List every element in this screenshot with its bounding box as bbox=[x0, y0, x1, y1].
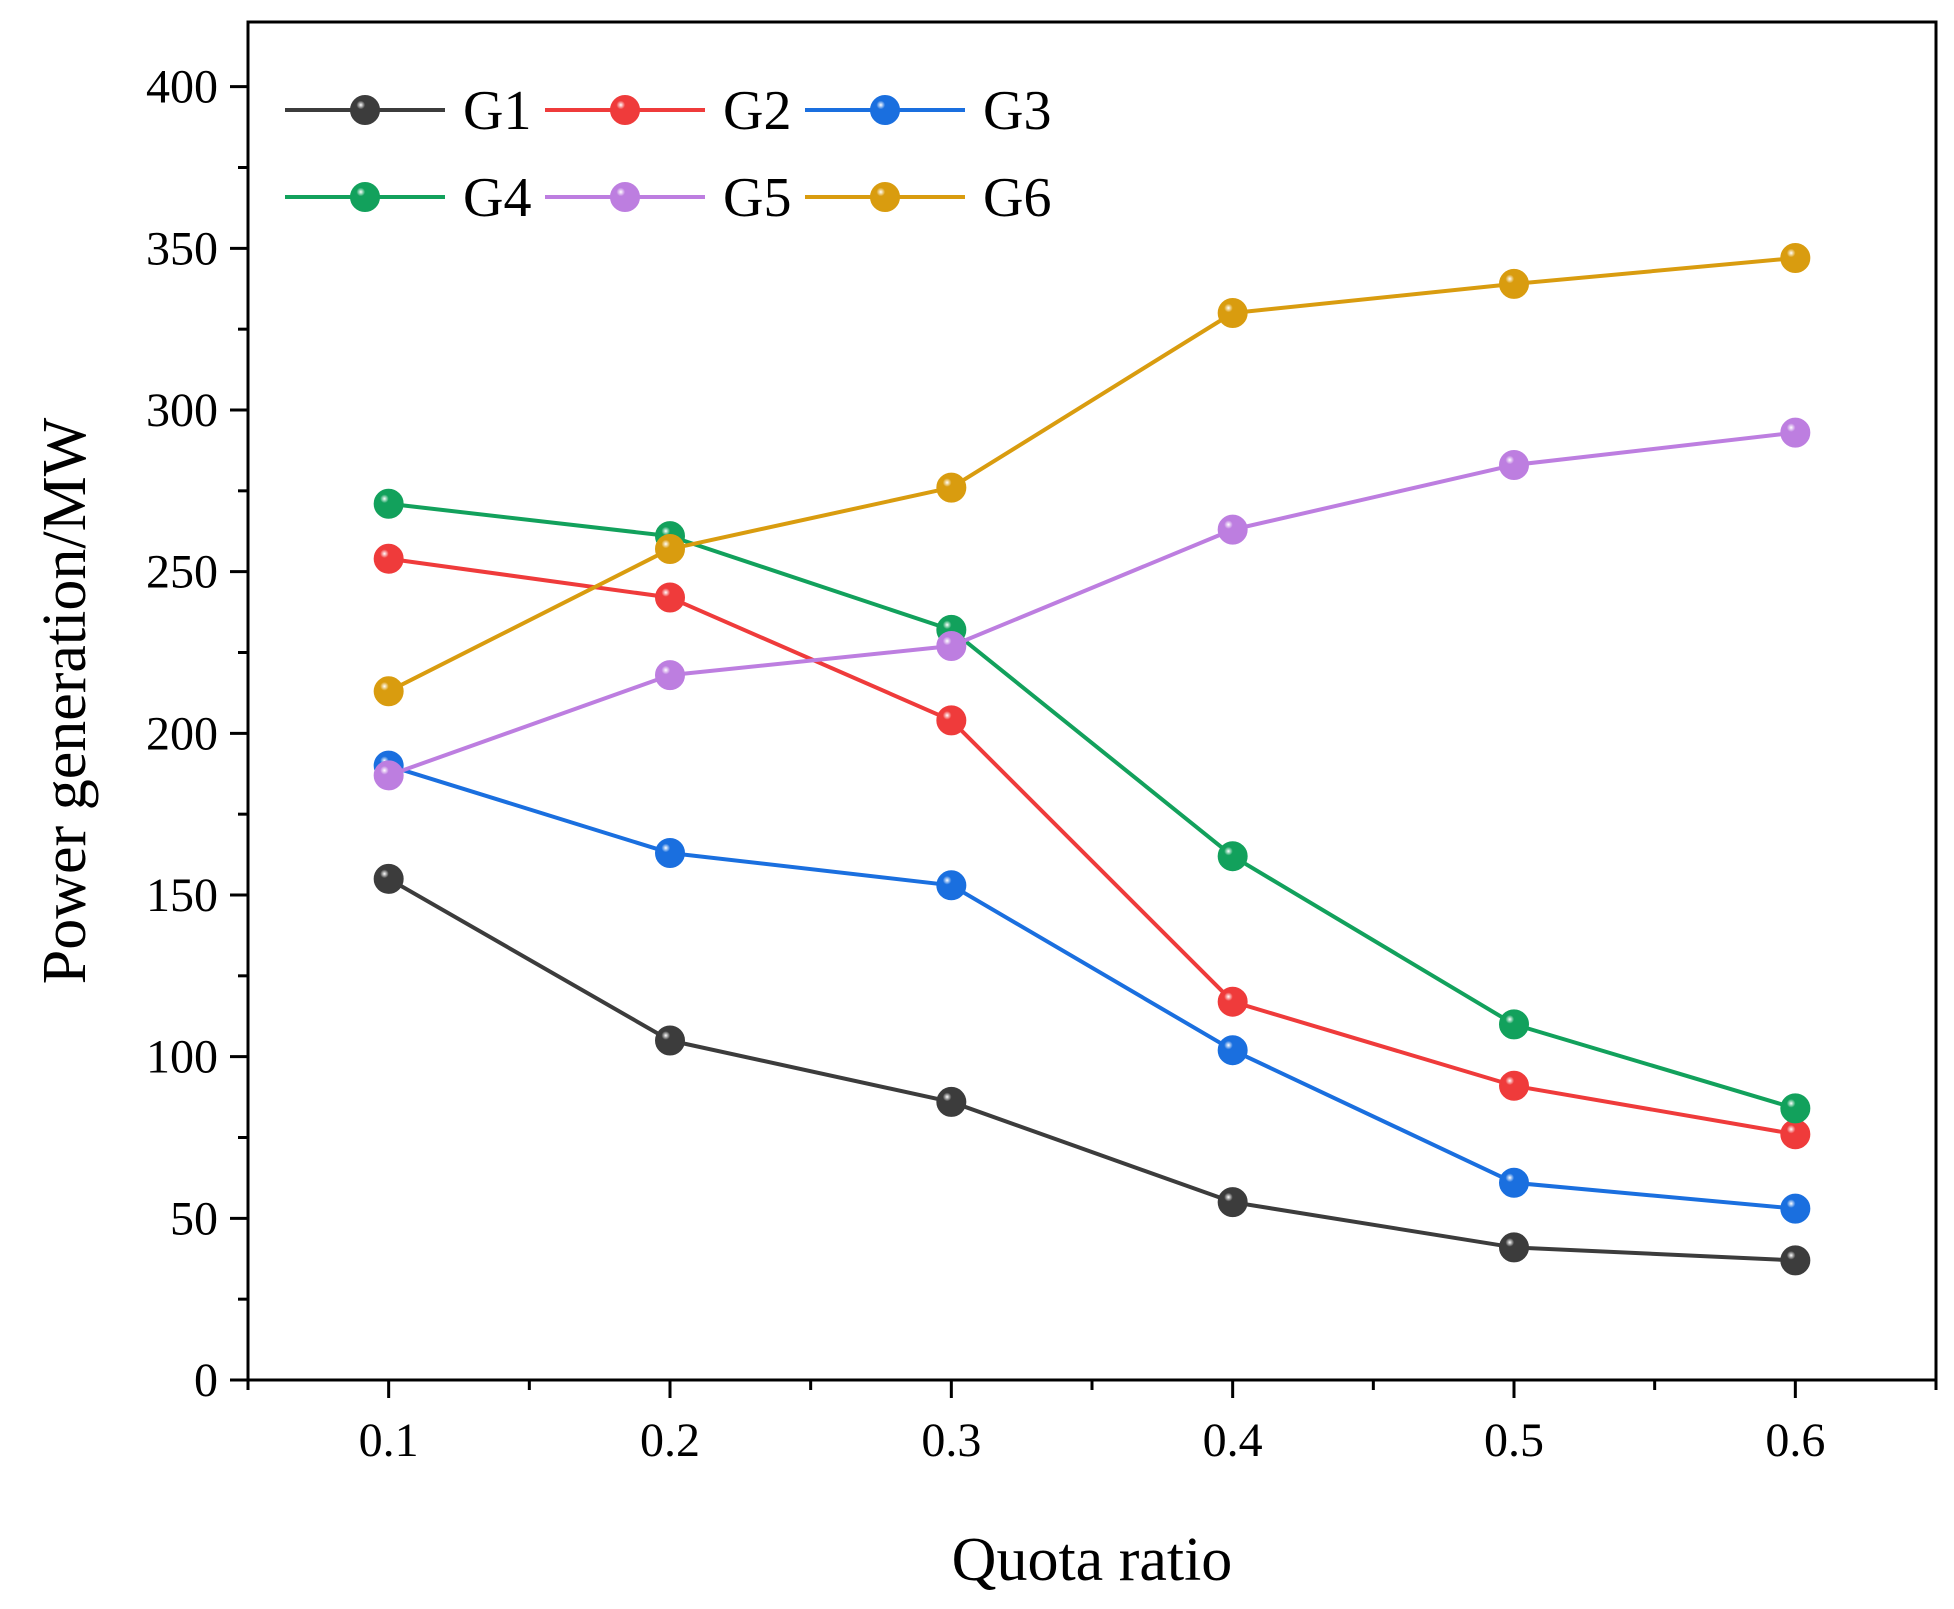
data-point-g3 bbox=[655, 837, 685, 868]
data-point-g1 bbox=[1217, 1187, 1248, 1218]
y-axis: 0 50 100 150 200 250 300 350 400 bbox=[146, 61, 248, 1407]
data-point-g6 bbox=[655, 534, 685, 565]
legend-label-g1: G1 bbox=[463, 80, 531, 142]
x-tick-label: 0.1 bbox=[359, 1414, 419, 1467]
data-point-g2 bbox=[936, 705, 967, 736]
series-line-g4 bbox=[388, 501, 1796, 1111]
x-axis: 0.1 0.2 0.3 0.4 0.5 0.6 bbox=[246, 1380, 1938, 1467]
legend-item-g3: G3 bbox=[805, 80, 1051, 142]
data-point-g4 bbox=[373, 488, 404, 519]
data-point-g5 bbox=[1499, 449, 1529, 480]
data-point-g6 bbox=[1217, 298, 1248, 328]
x-tick-label: 0.5 bbox=[1484, 1414, 1544, 1467]
legend-label-g3: G3 bbox=[983, 80, 1051, 142]
legend: G1 G2 G3 G4 G5 G6 bbox=[285, 80, 1051, 229]
legend-marker-g4 bbox=[350, 182, 380, 212]
y-tick-label: 250 bbox=[146, 546, 218, 599]
x-tick-label: 0.3 bbox=[921, 1414, 981, 1467]
x-tick-label: 0.2 bbox=[640, 1414, 700, 1467]
data-point-g3 bbox=[1780, 1193, 1811, 1224]
series-layer bbox=[373, 243, 1811, 1276]
legend-item-g4: G4 bbox=[285, 167, 531, 229]
data-point-g1 bbox=[373, 863, 404, 894]
data-point-g6 bbox=[373, 676, 404, 707]
data-point-g2 bbox=[1499, 1070, 1529, 1101]
data-point-g2 bbox=[373, 543, 404, 574]
y-tick-label: 200 bbox=[146, 707, 218, 760]
data-point-g3 bbox=[936, 870, 967, 901]
data-point-g5 bbox=[373, 760, 404, 791]
y-tick-label: 400 bbox=[146, 61, 218, 114]
series-line-g5 bbox=[387, 430, 1796, 778]
legend-marker-g2 bbox=[610, 95, 640, 125]
legend-label-g2: G2 bbox=[723, 80, 791, 142]
data-point-g1 bbox=[655, 1025, 685, 1056]
y-axis-title: Power generation/MW bbox=[31, 417, 99, 984]
y-tick-label: 300 bbox=[146, 384, 218, 437]
legend-item-g5: G5 bbox=[545, 167, 791, 229]
legend-label-g5: G5 bbox=[723, 167, 791, 229]
data-point-g4 bbox=[1499, 1009, 1529, 1040]
data-point-g3 bbox=[1217, 1035, 1248, 1066]
legend-marker-g3 bbox=[870, 95, 900, 125]
series-line-g2 bbox=[388, 556, 1796, 1137]
data-point-g4 bbox=[1217, 841, 1248, 872]
legend-label-g4: G4 bbox=[463, 167, 531, 229]
data-point-g5 bbox=[1780, 417, 1811, 448]
series-line-g3 bbox=[388, 763, 1796, 1211]
series-g2 bbox=[373, 543, 1811, 1150]
y-tick-label: 150 bbox=[146, 869, 218, 922]
data-point-g2 bbox=[655, 582, 685, 613]
y-tick-label: 100 bbox=[146, 1031, 218, 1084]
data-point-g5 bbox=[1217, 514, 1248, 545]
data-point-g5 bbox=[655, 660, 685, 691]
data-point-g1 bbox=[1780, 1245, 1811, 1276]
legend-item-g6: G6 bbox=[805, 167, 1051, 229]
data-point-g3 bbox=[1499, 1167, 1529, 1198]
data-point-g6 bbox=[1499, 268, 1529, 299]
x-tick-label: 0.4 bbox=[1203, 1414, 1263, 1467]
legend-marker-g5 bbox=[610, 182, 640, 212]
y-tick-label: 50 bbox=[170, 1192, 218, 1245]
y-tick-label: 350 bbox=[146, 222, 218, 275]
data-point-g2 bbox=[1217, 986, 1248, 1017]
series-g6 bbox=[373, 243, 1811, 707]
x-tick-label: 0.6 bbox=[1765, 1414, 1825, 1467]
data-point-g5 bbox=[936, 631, 967, 662]
data-point-g1 bbox=[936, 1086, 967, 1117]
legend-marker-g6 bbox=[870, 182, 900, 212]
x-axis-title: Quota ratio bbox=[952, 1526, 1233, 1594]
data-point-g1 bbox=[1499, 1232, 1529, 1263]
legend-marker-g1 bbox=[350, 95, 380, 125]
legend-item-g1: G1 bbox=[285, 80, 531, 142]
legend-item-g2: G2 bbox=[545, 80, 791, 142]
y-tick-label: 0 bbox=[194, 1354, 218, 1407]
data-point-g4 bbox=[1780, 1093, 1811, 1124]
series-g1 bbox=[373, 863, 1811, 1276]
series-line-g1 bbox=[387, 877, 1796, 1263]
data-point-g6 bbox=[936, 472, 967, 503]
series-g5 bbox=[373, 417, 1811, 791]
data-point-g6 bbox=[1780, 243, 1811, 274]
legend-label-g6: G6 bbox=[983, 167, 1051, 229]
series-line-g6 bbox=[387, 256, 1796, 694]
data-point-g2 bbox=[1780, 1119, 1811, 1150]
